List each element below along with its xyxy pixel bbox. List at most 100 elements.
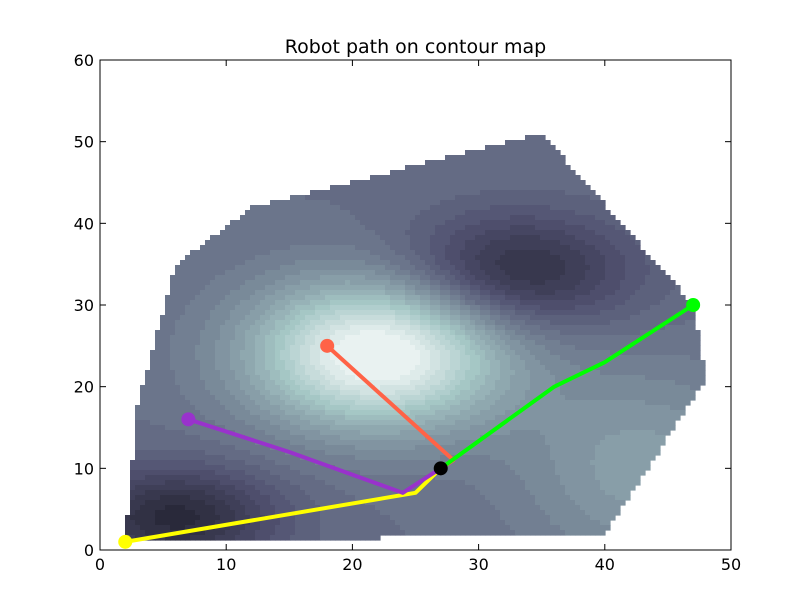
contour-cell [195,490,201,496]
contour-cell [145,455,151,461]
contour-cell [390,225,396,231]
contour-cell [390,290,396,296]
contour-cell [205,330,211,336]
contour-cell [500,175,506,181]
contour-cell [405,340,411,346]
contour-cell [355,380,361,386]
contour-cell [365,255,371,261]
contour-cell [175,500,181,506]
contour-cell [390,340,396,346]
contour-cell [315,285,321,291]
contour-cell [275,490,281,496]
contour-cell [305,260,311,266]
contour-cell [440,350,446,356]
contour-cell [385,235,391,241]
contour-cell [365,290,371,296]
contour-cell [320,420,326,426]
contour-cell [205,430,211,436]
contour-cell [420,325,426,331]
contour-cell [350,195,356,201]
contour-cell [180,315,186,321]
contour-cell [305,480,311,486]
contour-cell [475,200,481,206]
contour-cell [350,535,356,541]
contour-cell [240,370,246,376]
contour-cell [465,275,471,281]
contour-cell [365,230,371,236]
contour-cell [260,450,266,456]
contour-cell [375,485,381,491]
contour-cell [380,200,386,206]
contour-cell [445,340,451,346]
contour-cell [465,335,471,341]
contour-cell [190,350,196,356]
contour-cell [455,495,461,501]
contour-cell [350,235,356,241]
contour-cell [440,240,446,246]
contour-cell [400,290,406,296]
contour-cell [395,225,401,231]
contour-cell [305,285,311,291]
contour-cell [145,400,151,406]
contour-cell [500,415,506,421]
contour-cell [395,365,401,371]
contour-cell [235,420,241,426]
contour-cell [245,385,251,391]
contour-cell [455,360,461,366]
contour-cell [245,360,251,366]
contour-cell [430,525,436,531]
contour-cell [250,505,256,511]
contour-cell [180,345,186,351]
contour-cell [255,380,261,386]
contour-cell [385,280,391,286]
contour-cell [275,420,281,426]
contour-cell [475,195,481,201]
contour-cell [495,325,501,331]
contour-cell [400,250,406,256]
contour-cell [455,505,461,511]
contour-cell [245,245,251,251]
contour-cell [475,405,481,411]
contour-cell [400,505,406,511]
contour-cell [480,165,486,171]
contour-cell [290,355,296,361]
contour-cell [450,240,456,246]
contour-cell [190,495,196,501]
contour-cell [275,460,281,466]
contour-cell [285,330,291,336]
contour-cell [275,375,281,381]
contour-cell [345,225,351,231]
contour-cell [235,460,241,466]
contour-cell [480,520,486,526]
contour-cell [360,220,366,226]
contour-cell [400,245,406,251]
contour-cell [180,525,186,531]
contour-cell [355,495,361,501]
contour-cell [260,385,266,391]
contour-cell [505,205,511,211]
contour-cell [190,340,196,346]
contour-cell [395,445,401,451]
contour-cell [455,215,461,221]
contour-cell [345,535,351,541]
contour-cell [330,330,336,336]
contour-cell [230,495,236,501]
contour-cell [230,235,236,241]
contour-cell [220,470,226,476]
contour-cell [245,335,251,341]
contour-cell [265,380,271,386]
contour-cell [415,185,421,191]
contour-cell [340,520,346,526]
contour-cell [450,325,456,331]
contour-cell [235,430,241,436]
contour-cell [440,430,446,436]
contour-cell [215,260,221,266]
contour-cell [260,365,266,371]
contour-cell [260,350,266,356]
contour-cell [435,340,441,346]
contour-cell [230,440,236,446]
contour-cell [375,535,381,541]
contour-cell [325,430,331,436]
contour-cell [290,430,296,436]
contour-cell [240,440,246,446]
